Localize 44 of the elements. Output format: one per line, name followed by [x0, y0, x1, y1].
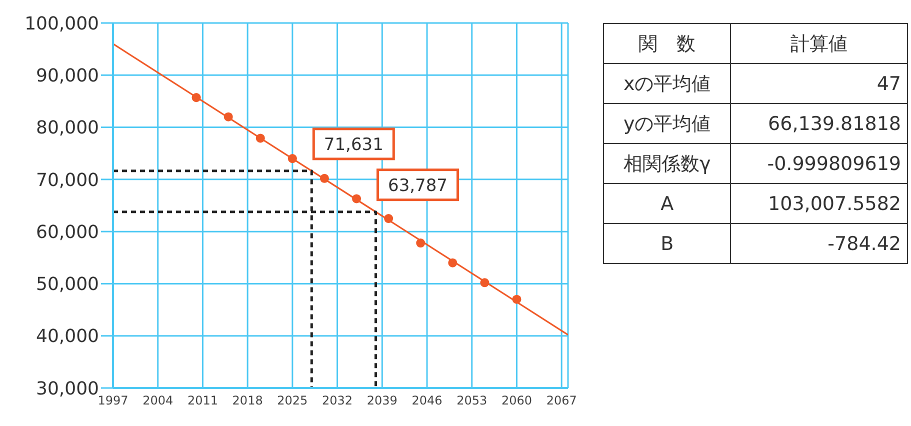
point — [256, 134, 265, 143]
y-tick-label: 50,000 — [36, 274, 99, 296]
text: A — [604, 184, 731, 224]
point — [512, 294, 522, 304]
x-tick-label: 2011 — [187, 394, 218, 408]
point — [384, 214, 394, 224]
y-tick-label: 40,000 — [36, 326, 99, 348]
x-tick-label: 2025 — [277, 394, 308, 408]
text: 相関係数γ — [604, 144, 731, 184]
y-tick-label: 60,000 — [36, 222, 99, 243]
point — [448, 258, 458, 268]
text: xの平均値 — [604, 64, 731, 104]
point — [288, 154, 297, 164]
x-tick-label: 2032 — [322, 394, 353, 408]
x-tick-label: 2053 — [456, 394, 488, 408]
text: yの平均値 — [604, 104, 731, 144]
x-tick-label: 2067 — [546, 394, 577, 408]
y-tick-label: 100,000 — [24, 13, 99, 34]
point — [416, 238, 426, 248]
x-tick-label: 2060 — [501, 394, 532, 408]
text: -0.999809619 — [730, 144, 908, 184]
text: 66,139.81818 — [730, 104, 908, 144]
x-tick-label: 2046 — [412, 394, 442, 408]
text: 計算値 — [730, 24, 908, 64]
annotation: 71,631 — [324, 134, 384, 155]
text: 103,007.5582 — [730, 184, 908, 224]
point — [224, 112, 233, 122]
y-tick-label: 30,000 — [36, 378, 99, 400]
text: 関 数 — [604, 24, 731, 64]
x-tick-label: 2018 — [232, 394, 263, 408]
y-tick-label: 90,000 — [36, 66, 99, 87]
point — [192, 93, 201, 102]
text: B — [604, 224, 731, 264]
point — [480, 278, 490, 288]
x-tick-label: 2039 — [366, 394, 398, 408]
text: 47 — [730, 64, 908, 104]
point — [320, 174, 329, 183]
x-tick-label: 2004 — [142, 394, 174, 408]
point — [352, 194, 362, 204]
x-tick-label: 1997 — [98, 394, 128, 408]
annotation: 63,787 — [388, 176, 448, 196]
y-tick-label: 70,000 — [36, 170, 99, 191]
y-tick-label: 80,000 — [36, 118, 99, 139]
text: -784.42 — [730, 224, 908, 264]
